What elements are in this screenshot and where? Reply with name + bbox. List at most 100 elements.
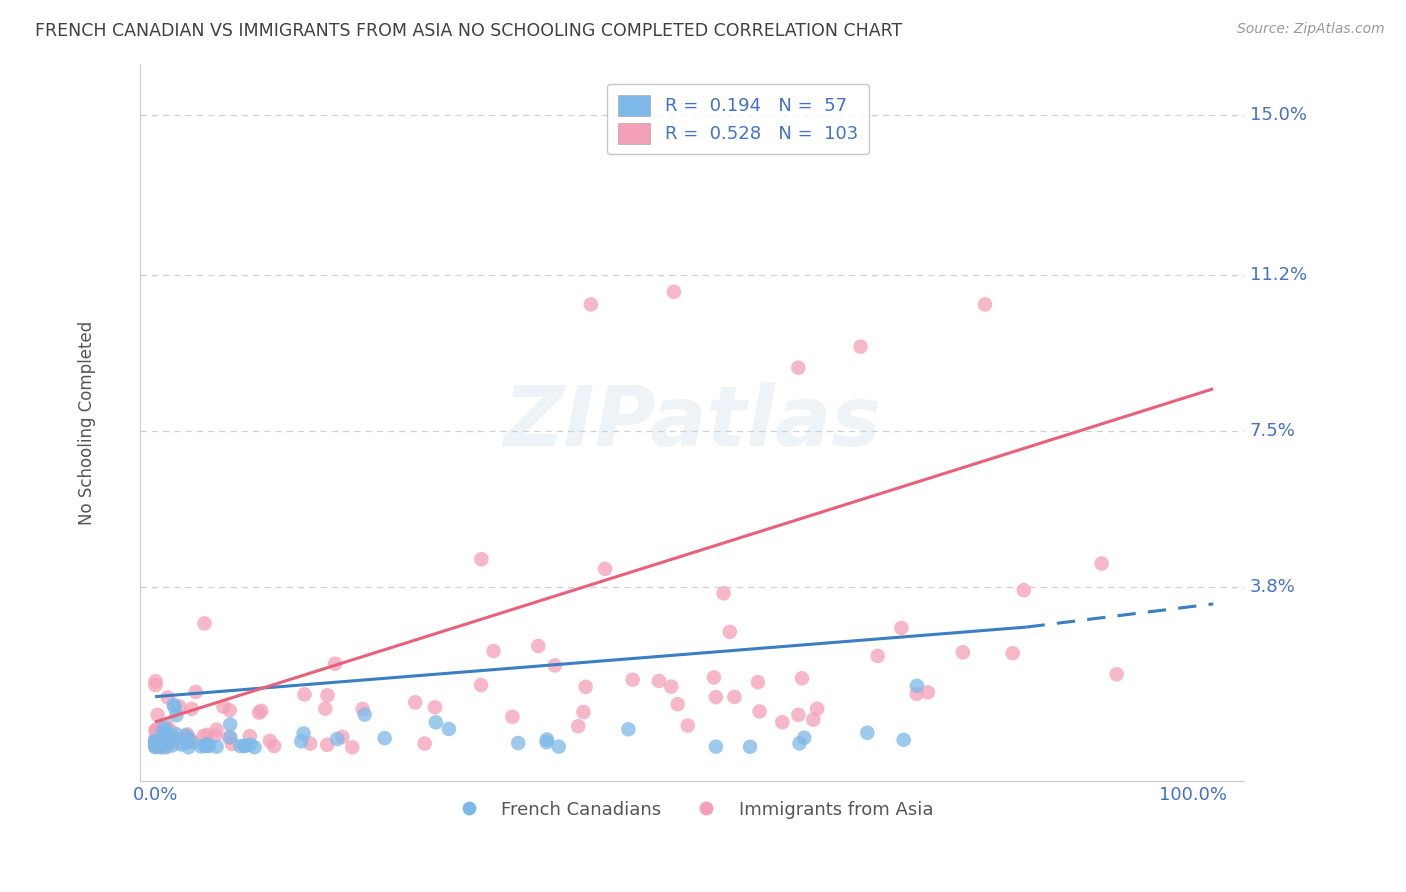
Point [905,687,928,701]
Point [149,730,172,744]
Point [143,735,166,749]
Point [181,734,204,748]
Point [952,645,974,659]
Point [197,728,219,742]
Point [352,702,374,716]
Point [703,670,725,684]
Point [156,690,179,705]
Point [793,731,815,745]
Point [153,721,176,735]
Point [905,679,928,693]
Point [143,734,166,748]
Point [143,738,166,752]
Point [704,739,727,754]
Point [748,705,770,719]
Point [292,726,315,740]
Point [233,739,256,753]
Point [332,730,354,744]
Point [806,702,828,716]
Point [145,723,167,737]
Point [153,736,176,750]
Point [159,724,181,739]
Point [423,700,446,714]
Point [470,678,492,692]
Point [527,639,550,653]
Point [738,739,761,754]
Point [294,687,316,701]
Point [218,703,240,717]
Point [770,715,793,730]
Point [659,680,682,694]
Point [169,699,191,714]
Point [316,738,339,752]
Point [193,616,215,631]
Point [801,713,824,727]
Point [155,740,177,755]
Point [437,722,460,736]
Point [508,736,530,750]
Point [229,739,252,753]
Point [163,700,186,714]
Point [579,297,602,311]
Point [974,297,997,311]
Point [567,719,589,733]
Point [790,671,813,685]
Point [572,705,595,719]
Point [176,736,198,750]
Point [148,737,170,751]
Point [290,734,312,748]
Point [1012,583,1035,598]
Point [662,285,685,299]
Point [155,718,177,732]
Point [146,738,169,752]
Point [536,735,558,749]
Point [148,734,170,748]
Point [149,721,172,735]
Point [143,739,166,754]
Point [501,710,523,724]
Point [146,707,169,722]
Point [890,621,912,635]
Point [195,737,218,751]
Point [146,736,169,750]
Point [145,732,167,747]
Point [177,730,200,744]
Point [165,727,187,741]
Point [190,739,212,754]
Point [676,718,699,732]
Point [145,723,167,738]
Point [148,739,170,754]
Point [314,701,336,715]
Point [145,723,167,738]
Point [145,674,167,689]
Point [145,731,167,746]
Point [470,552,492,566]
Point [404,695,426,709]
Point [243,740,266,755]
Point [195,739,218,753]
Point [155,724,177,739]
Point [221,737,243,751]
Text: 15.0%: 15.0% [1250,105,1306,124]
Point [212,699,235,714]
Point [145,723,167,738]
Text: 11.2%: 11.2% [1250,266,1306,284]
Point [326,731,349,746]
Point [747,675,769,690]
Point [893,732,915,747]
Point [205,739,228,754]
Text: ZIPatlas: ZIPatlas [503,382,882,463]
Point [849,340,872,354]
Point [316,688,339,702]
Point [150,735,173,749]
Point [179,733,201,747]
Point [544,658,567,673]
Point [159,731,181,745]
Point [648,673,671,688]
Point [145,739,167,753]
Point [787,360,810,375]
Point [666,697,689,711]
Point [218,731,240,745]
Point [866,648,889,663]
Point [233,739,256,753]
